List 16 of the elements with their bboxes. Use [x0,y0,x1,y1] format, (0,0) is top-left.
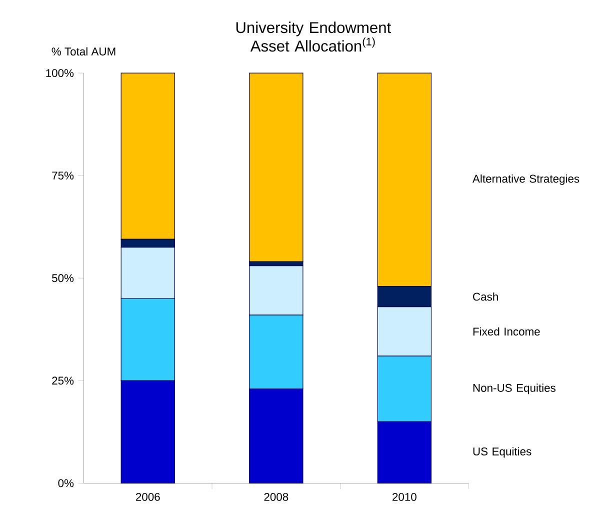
x-tick-label: 2006 [136,492,160,501]
y-tick-label: 100% [46,68,74,77]
text: Non-US Equities [473,383,556,394]
x-tick-label: 2010 [392,492,416,501]
y-axis-title: % Total AUM [52,47,116,56]
text: Cash [473,292,498,301]
bar [249,72,304,262]
y-tick-label: 0% [58,479,74,487]
y-tick-label: 75% [52,171,74,180]
text: Alternative Strategies [472,174,580,185]
text: Fixed Income [473,327,540,336]
chart-title: University Endowment Asset Allocation$^{(1)}$ [236,22,391,52]
y-tick-label: 25% [52,376,74,384]
x-tick-label: 2008 [264,492,288,501]
y-tick-label: 50% [52,274,74,282]
text: US Equities [473,447,532,458]
